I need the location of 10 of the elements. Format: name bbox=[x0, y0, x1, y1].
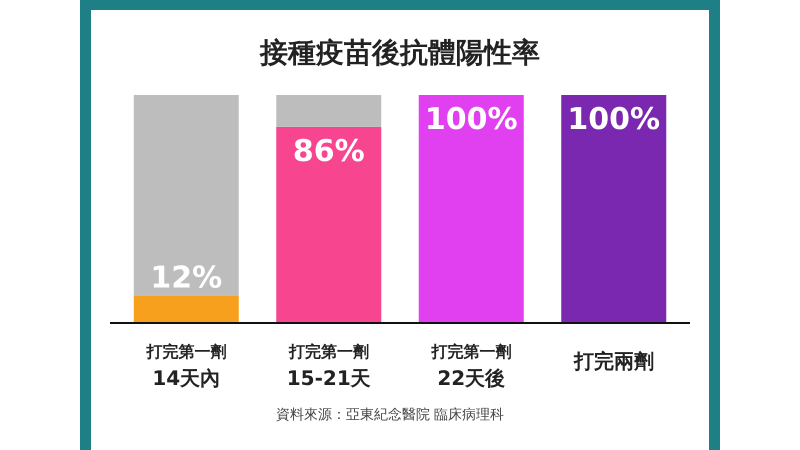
source-note: 資料來源：亞東紀念醫院 臨床病理科 bbox=[276, 407, 504, 423]
x-tick-label: 打完第一劑 15-21天 bbox=[286, 342, 371, 390]
data-label: 12% bbox=[150, 260, 222, 296]
data-label: 86% bbox=[292, 134, 365, 169]
x-tick-label: 打完兩劑 bbox=[572, 349, 654, 373]
data-label: 100% bbox=[424, 102, 518, 137]
x-tick-label: 打完第一劑 14天內 bbox=[145, 342, 226, 390]
x-tick-label: 打完第一劑 22天後 bbox=[430, 342, 512, 390]
chart-title: 接種疫苗後抗體陽性率 bbox=[259, 36, 540, 69]
data-label: 100% bbox=[567, 102, 660, 137]
